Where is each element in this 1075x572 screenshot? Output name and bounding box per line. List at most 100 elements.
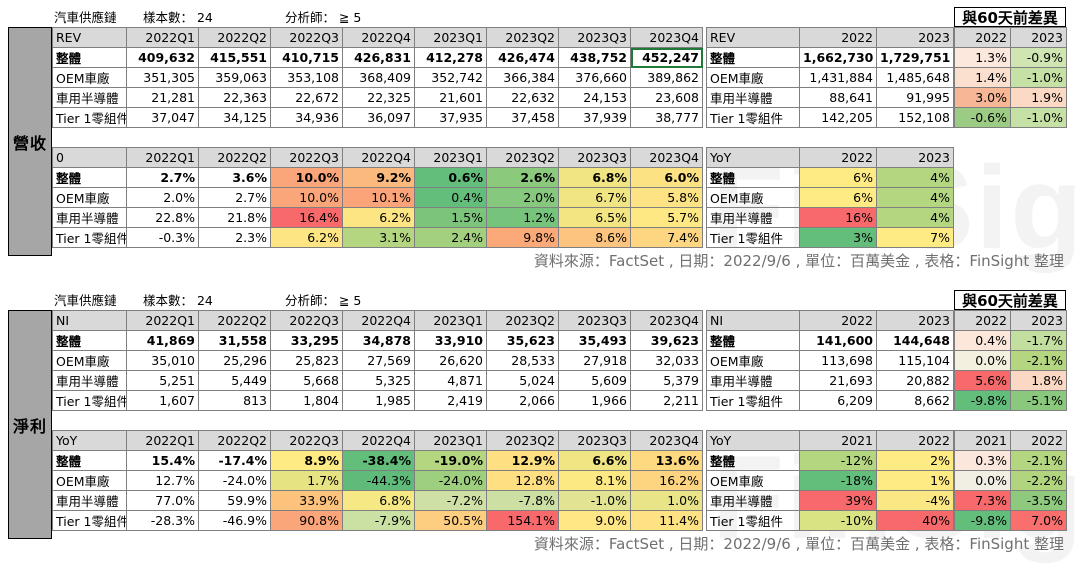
value-cell[interactable]: 22,632	[486, 87, 559, 108]
value-cell[interactable]: 39%	[799, 490, 877, 511]
value-cell[interactable]: 16%	[799, 207, 877, 228]
column-header-cell[interactable]: 2022Q1	[126, 430, 199, 451]
value-cell[interactable]: 438,752	[558, 47, 631, 68]
value-cell[interactable]: 0.4%	[954, 330, 1011, 351]
row-label-cell[interactable]: 車用半導體	[706, 207, 800, 228]
column-header-cell[interactable]: 2023Q4	[630, 27, 703, 48]
column-header-cell[interactable]: 2023	[1010, 310, 1067, 331]
row-label-cell[interactable]: Tier 1零組件	[706, 510, 800, 531]
value-cell[interactable]: 144,648	[876, 330, 954, 351]
column-header-cell[interactable]: 2023	[876, 27, 954, 48]
value-cell[interactable]: 6.5%	[558, 207, 631, 228]
column-header-cell[interactable]: 2023	[876, 310, 954, 331]
row-label-cell[interactable]: OEM車廠	[52, 470, 127, 491]
value-cell[interactable]: -2.1%	[1010, 450, 1067, 471]
row-label-cell[interactable]: 整體	[52, 450, 127, 471]
value-cell[interactable]: -28.3%	[126, 510, 199, 531]
value-cell[interactable]: 452,247	[630, 47, 703, 68]
value-cell[interactable]: 88,641	[799, 87, 877, 108]
value-cell[interactable]: 353,108	[270, 67, 343, 88]
value-cell[interactable]: 2,211	[630, 390, 703, 411]
value-cell[interactable]: 410,715	[270, 47, 343, 68]
value-cell[interactable]: 1%	[876, 470, 954, 491]
value-cell[interactable]: 1,662,730	[799, 47, 877, 68]
value-cell[interactable]: 5,024	[486, 370, 559, 391]
value-cell[interactable]: 351,305	[126, 67, 199, 88]
value-cell[interactable]: 2.7%	[198, 187, 271, 208]
row-label-cell[interactable]: 車用半導體	[52, 490, 127, 511]
value-cell[interactable]: 1,729,751	[876, 47, 954, 68]
value-cell[interactable]: 31,558	[198, 330, 271, 351]
value-cell[interactable]: 0.0%	[954, 350, 1011, 371]
value-cell[interactable]: 6.2%	[342, 207, 415, 228]
row-label-cell[interactable]: 整體	[706, 450, 800, 471]
value-cell[interactable]: 2,419	[414, 390, 487, 411]
value-cell[interactable]: 1,985	[342, 390, 415, 411]
value-cell[interactable]: 1,804	[270, 390, 343, 411]
value-cell[interactable]: 9.2%	[342, 167, 415, 188]
value-cell[interactable]: 3%	[799, 227, 877, 248]
value-cell[interactable]: 5.7%	[630, 207, 703, 228]
value-cell[interactable]: 5.6%	[954, 370, 1011, 391]
value-cell[interactable]: 376,660	[558, 67, 631, 88]
column-header-cell[interactable]: 2022Q2	[198, 310, 271, 331]
value-cell[interactable]: 35,493	[558, 330, 631, 351]
value-cell[interactable]: 37,939	[558, 107, 631, 128]
column-header-cell[interactable]: 2023Q3	[558, 310, 631, 331]
row-label-cell[interactable]: Tier 1零組件	[706, 390, 800, 411]
value-cell[interactable]: 6%	[799, 167, 877, 188]
value-cell[interactable]: 91,995	[876, 87, 954, 108]
column-header-cell[interactable]: 2022	[954, 310, 1011, 331]
row-label-cell[interactable]: OEM車廠	[52, 67, 127, 88]
row-label-cell[interactable]: OEM車廠	[706, 470, 800, 491]
column-header-cell[interactable]: 2022Q1	[126, 147, 199, 168]
value-cell[interactable]: 40%	[876, 510, 954, 531]
value-cell[interactable]: 24,153	[558, 87, 631, 108]
column-header-cell[interactable]: 2022Q3	[270, 147, 343, 168]
value-cell[interactable]: 21.8%	[198, 207, 271, 228]
value-cell[interactable]: 1.5%	[414, 207, 487, 228]
value-cell[interactable]: -5.1%	[1010, 390, 1067, 411]
column-header-cell[interactable]: 2023Q3	[558, 147, 631, 168]
row-label-cell[interactable]: 車用半導體	[52, 370, 127, 391]
value-cell[interactable]: 6.8%	[558, 167, 631, 188]
value-cell[interactable]: 1,431,884	[799, 67, 877, 88]
value-cell[interactable]: 368,409	[342, 67, 415, 88]
value-cell[interactable]: 0.3%	[954, 450, 1011, 471]
row-label-cell[interactable]: 整體	[706, 167, 800, 188]
value-cell[interactable]: -7.9%	[342, 510, 415, 531]
value-cell[interactable]: 10.0%	[270, 167, 343, 188]
column-header-cell[interactable]: 2023Q3	[558, 430, 631, 451]
value-cell[interactable]: -7.2%	[414, 490, 487, 511]
column-header-cell[interactable]: 2022Q3	[270, 27, 343, 48]
value-cell[interactable]: -24.0%	[198, 470, 271, 491]
column-header-cell[interactable]: 2023Q1	[414, 310, 487, 331]
row-label-cell[interactable]: OEM車廠	[52, 350, 127, 371]
value-cell[interactable]: 3.1%	[342, 227, 415, 248]
row-label-cell[interactable]: 整體	[52, 330, 127, 351]
value-cell[interactable]: 1.9%	[1010, 87, 1067, 108]
value-cell[interactable]: 813	[198, 390, 271, 411]
value-cell[interactable]: 21,601	[414, 87, 487, 108]
value-cell[interactable]: 1,966	[558, 390, 631, 411]
value-cell[interactable]: 22,325	[342, 87, 415, 108]
corner-header-cell[interactable]: 0	[52, 147, 127, 168]
value-cell[interactable]: 8.6%	[558, 227, 631, 248]
value-cell[interactable]: 7.0%	[1010, 510, 1067, 531]
value-cell[interactable]: 113,698	[799, 350, 877, 371]
row-label-cell[interactable]: 車用半導體	[52, 87, 127, 108]
value-cell[interactable]: 1.7%	[270, 470, 343, 491]
value-cell[interactable]: 4%	[876, 187, 954, 208]
value-cell[interactable]: -1.7%	[1010, 330, 1067, 351]
column-header-cell[interactable]: 2022Q4	[342, 430, 415, 451]
column-header-cell[interactable]: 2023Q2	[486, 147, 559, 168]
value-cell[interactable]: 26,620	[414, 350, 487, 371]
column-header-cell[interactable]: 2023Q2	[486, 430, 559, 451]
value-cell[interactable]: 5,251	[126, 370, 199, 391]
value-cell[interactable]: 389,862	[630, 67, 703, 88]
value-cell[interactable]: 37,935	[414, 107, 487, 128]
value-cell[interactable]: 2%	[876, 450, 954, 471]
corner-header-cell[interactable]: YoY	[706, 147, 800, 168]
row-label-cell[interactable]: Tier 1零組件	[52, 107, 127, 128]
row-label-cell[interactable]: 整體	[706, 47, 800, 68]
